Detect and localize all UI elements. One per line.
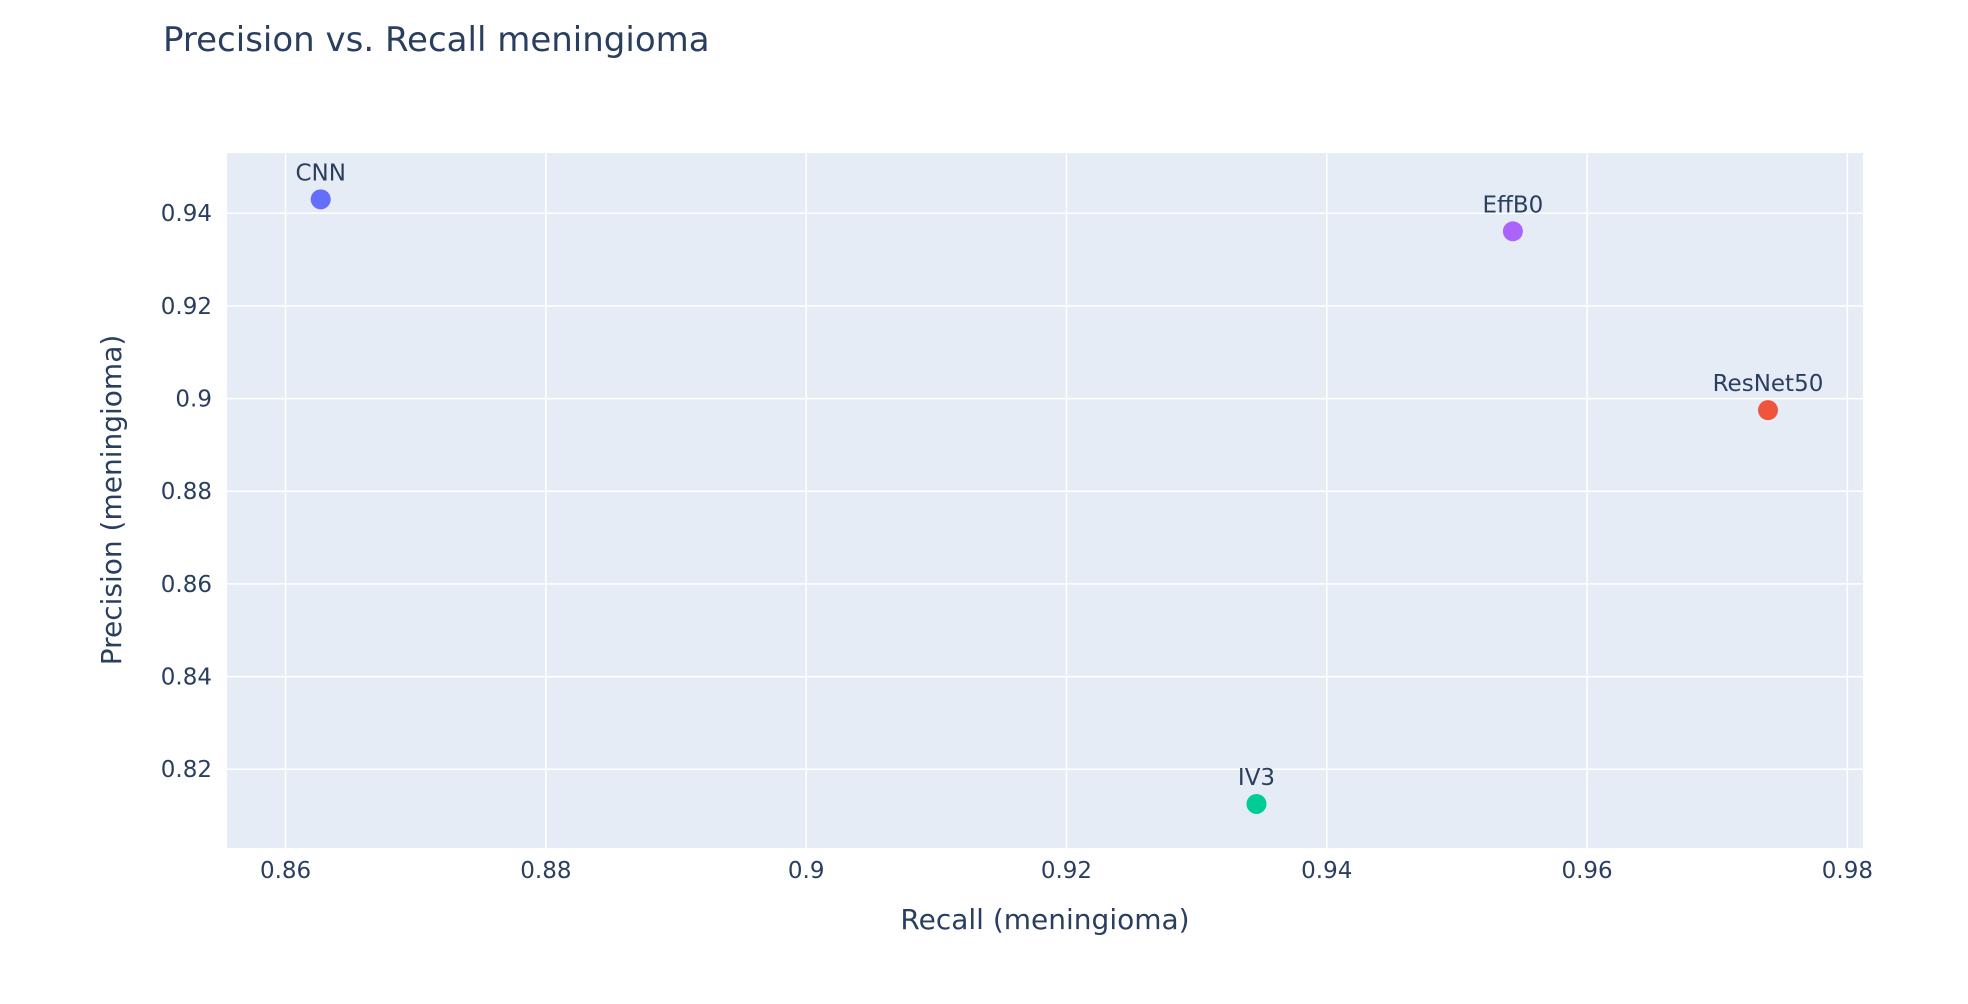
point-label: CNN <box>295 160 345 186</box>
y-tick-label: 0.9 <box>175 387 212 413</box>
x-tick-label: 0.98 <box>1822 858 1873 884</box>
y-tick-label: 0.84 <box>161 665 212 691</box>
y-axis-ticks: 0.82 0.84 0.86 0.88 0.9 0.92 0.94 <box>161 201 212 783</box>
x-axis-title: Recall (meningioma) <box>900 903 1189 936</box>
x-gridlines <box>284 153 1849 848</box>
chart-title: Precision vs. Recall meningioma <box>163 20 710 60</box>
x-tick-label: 0.96 <box>1561 858 1612 884</box>
y-tick-label: 0.92 <box>161 294 212 320</box>
point-label: IV3 <box>1238 765 1275 791</box>
data-points: CNN EffB0 ResNet50 IV3 <box>295 160 1823 814</box>
point-label: EffB0 <box>1482 192 1543 218</box>
x-tick-label: 0.86 <box>260 858 311 884</box>
x-tick-label: 0.92 <box>1041 858 1092 884</box>
x-tick-label: 0.9 <box>788 858 825 884</box>
x-tick-label: 0.94 <box>1301 858 1352 884</box>
data-point-resnet50[interactable] <box>1757 400 1778 421</box>
y-tick-label: 0.86 <box>161 572 212 598</box>
plot-area <box>227 153 1863 848</box>
data-point-iv3[interactable] <box>1246 793 1267 814</box>
y-tick-label: 0.94 <box>161 201 212 227</box>
point-label: ResNet50 <box>1713 371 1824 397</box>
y-tick-label: 0.88 <box>161 479 212 505</box>
data-point-effb0[interactable] <box>1502 221 1523 242</box>
y-tick-label: 0.82 <box>161 757 212 783</box>
x-axis-ticks: 0.86 0.88 0.9 0.92 0.94 0.96 0.98 <box>260 858 1873 884</box>
y-axis-title: Precision (meningioma) <box>95 335 128 666</box>
data-point-cnn[interactable] <box>310 189 331 210</box>
x-tick-label: 0.88 <box>520 858 571 884</box>
y-gridlines <box>227 212 1863 770</box>
